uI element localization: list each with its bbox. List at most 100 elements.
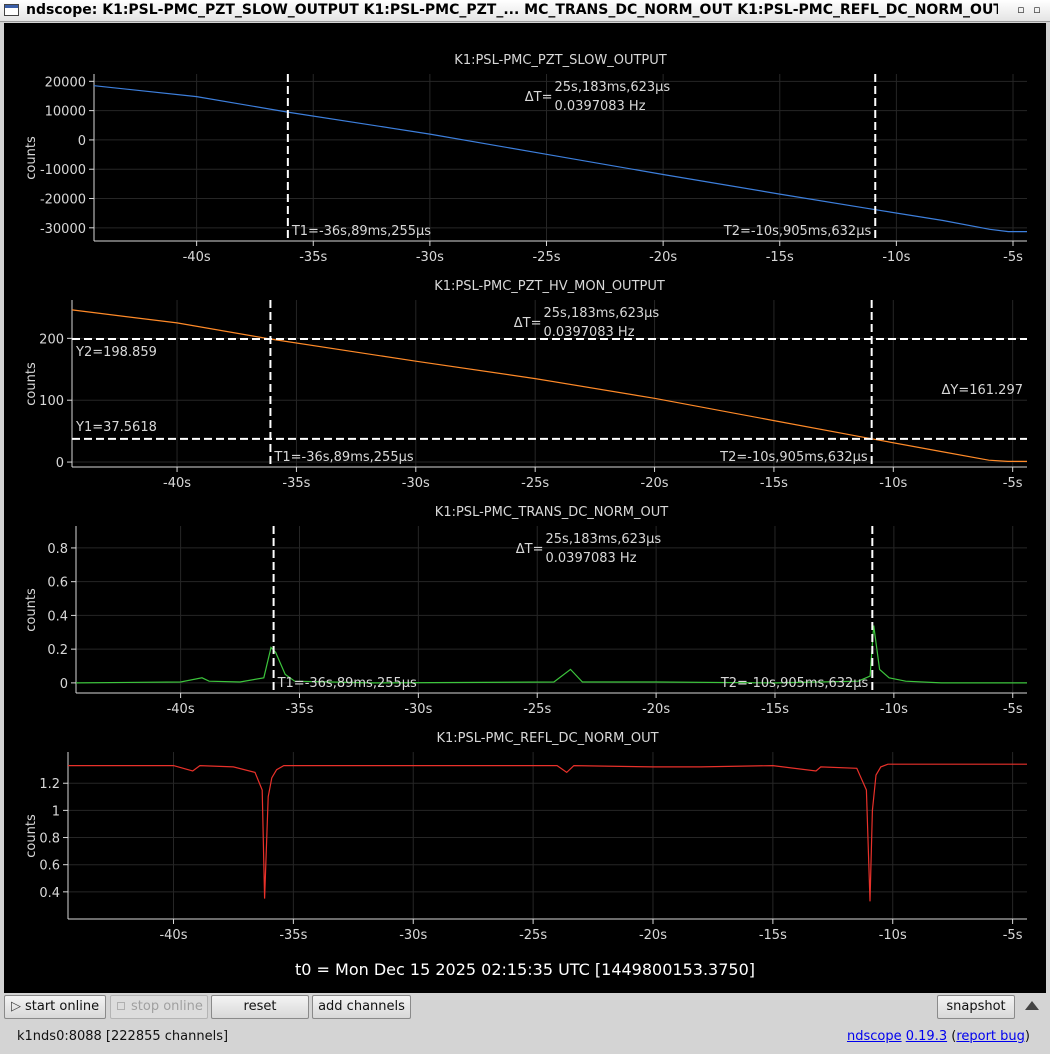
y-tick-label: 0 <box>78 134 86 149</box>
minimize-icon[interactable]: ▫ <box>1017 3 1025 16</box>
x-tick-label: -40s <box>159 928 187 943</box>
series-line <box>75 625 1027 684</box>
add-channels-button[interactable]: add channels <box>312 995 411 1019</box>
x-tick-label: -15s <box>759 928 787 943</box>
stop-icon <box>117 1002 125 1010</box>
y-tick-label: 0.4 <box>39 886 60 901</box>
x-tick-label: -5s <box>1003 928 1023 943</box>
t2-cursor-label: T2=-10s,905ms,632µs <box>723 224 872 239</box>
y-tick-label: 1.2 <box>39 777 60 792</box>
plot-title: K1:PSL-PMC_PZT_SLOW_OUTPUT <box>454 53 666 68</box>
dt-value: 25s,183ms,623µs <box>546 532 662 547</box>
x-tick-label: -30s <box>402 476 430 491</box>
x-tick-label: -5s <box>1003 476 1023 491</box>
x-tick-label: -25s <box>521 476 549 491</box>
x-tick-label: -30s <box>399 928 427 943</box>
y-tick-label: 0.6 <box>47 576 68 591</box>
report-bug-link[interactable]: report bug <box>956 1029 1025 1044</box>
plot-4 <box>63 752 1027 924</box>
t1-cursor-label: T1=-36s,89ms,255µs <box>273 450 413 465</box>
x-tick-label: -20s <box>641 476 669 491</box>
plot-title: K1:PSL-PMC_REFL_DC_NORM_OUT <box>436 731 658 746</box>
maximize-icon[interactable]: ▫ <box>1033 3 1041 16</box>
t2-cursor-label: T2=-10s,905ms,632µs <box>719 450 868 465</box>
series-line <box>93 85 1027 233</box>
y2-cursor-label: Y2=198.859 <box>75 345 157 360</box>
x-tick-label: -15s <box>761 702 789 717</box>
dt-frequency: 0.0397083 Hz <box>555 99 646 114</box>
plot-title: K1:PSL-PMC_PZT_HV_MON_OUTPUT <box>434 279 665 294</box>
dt-frequency: 0.0397083 Hz <box>546 551 637 566</box>
x-tick-label: -20s <box>642 702 670 717</box>
x-tick-label: -10s <box>879 928 907 943</box>
series-line <box>68 763 1027 902</box>
y-tick-label: 0.8 <box>39 832 60 847</box>
plot-2 <box>67 300 1027 472</box>
y-tick-label: 0.2 <box>47 643 68 658</box>
x-tick-label: -35s <box>285 702 313 717</box>
x-tick-label: -40s <box>163 476 191 491</box>
x-tick-label: -15s <box>760 476 788 491</box>
x-tick-label: -25s <box>523 702 551 717</box>
plot-3 <box>71 526 1027 698</box>
x-tick-label: -25s <box>519 928 547 943</box>
x-tick-label: -5s <box>1003 250 1023 265</box>
x-tick-label: -10s <box>879 476 907 491</box>
dy-label: ΔY=161.297 <box>942 383 1024 398</box>
y-tick-label: 20000 <box>45 75 86 90</box>
y-tick-label: 0.6 <box>39 859 60 874</box>
series-line <box>71 309 1027 462</box>
y-axis-label: counts <box>24 588 39 632</box>
dt-prefix: ΔT= <box>516 542 544 557</box>
stop-online-button[interactable]: stop online <box>110 995 208 1019</box>
y-tick-label: -20000 <box>40 193 86 208</box>
t1-cursor-label: T1=-36s,89ms,255µs <box>277 676 417 691</box>
plots-canvas[interactable]: -40s -35s -30s -25s -20s -15s -10s -5s200001000… <box>4 23 1046 993</box>
y-tick-label: 10000 <box>45 105 86 120</box>
x-tick-label: -10s <box>882 250 910 265</box>
snapshot-button[interactable]: snapshot <box>937 995 1015 1019</box>
collapse-arrow-icon[interactable] <box>1025 1001 1039 1010</box>
dt-value: 25s,183ms,623µs <box>555 80 671 95</box>
x-tick-label: -35s <box>279 928 307 943</box>
stop-online-label: stop online <box>131 999 203 1014</box>
y-axis-label: counts <box>24 814 39 858</box>
version-link[interactable]: 0.19.3 <box>905 1029 948 1044</box>
x-tick-label: -15s <box>766 250 794 265</box>
ndscope-link[interactable]: ndscope <box>846 1029 902 1044</box>
x-tick-label: -25s <box>532 250 560 265</box>
start-online-label: start online <box>25 999 100 1014</box>
x-tick-label: -20s <box>639 928 667 943</box>
reset-button[interactable]: reset <box>211 995 309 1019</box>
y-tick-label: -30000 <box>40 222 86 237</box>
y-tick-label: 0.8 <box>47 542 68 557</box>
plot-1 <box>89 74 1027 246</box>
y-tick-label: 1 <box>52 804 60 819</box>
version-info: ndscope 0.19.3 (report bug) <box>846 1029 1030 1044</box>
window-titlebar[interactable]: ndscope: K1:PSL-PMC_PZT_SLOW_OUTPUT K1:P… <box>0 0 1050 22</box>
x-tick-label: -10s <box>880 702 908 717</box>
plot-title: K1:PSL-PMC_TRANS_DC_NORM_OUT <box>435 505 668 520</box>
x-tick-label: -35s <box>282 476 310 491</box>
y-tick-label: 0 <box>60 677 68 692</box>
dt-prefix: ΔT= <box>525 90 553 105</box>
play-icon: ▷ <box>11 999 21 1014</box>
plot-area[interactable]: -40s -35s -30s -25s -20s -15s -10s -5s 20000 1000… <box>4 23 1046 993</box>
y-axis-label: counts <box>24 136 39 180</box>
reset-label: reset <box>243 999 277 1014</box>
window-title: ndscope: K1:PSL-PMC_PZT_SLOW_OUTPUT K1:P… <box>26 2 998 18</box>
x-tick-label: -30s <box>404 702 432 717</box>
status-bar: k1nds0:8088 [222855 channels] ndscope 0.… <box>0 1022 1050 1054</box>
start-online-button[interactable]: ▷ start online <box>4 995 106 1019</box>
t2-cursor-label: T2=-10s,905ms,632µs <box>720 676 869 691</box>
x-tick-label: -40s <box>167 702 195 717</box>
t0-label: t0 = Mon Dec 15 2025 02:15:35 UTC [14498… <box>295 960 755 979</box>
app-icon <box>4 4 19 16</box>
server-status: k1nds0:8088 [222855 channels] <box>17 1029 229 1044</box>
dt-prefix: ΔT= <box>514 316 542 331</box>
y-tick-label: -10000 <box>40 163 86 178</box>
snapshot-label: snapshot <box>946 999 1006 1014</box>
x-tick-label: -20s <box>649 250 677 265</box>
t1-cursor-label: T1=-36s,89ms,255µs <box>291 224 431 239</box>
x-tick-label: -5s <box>1003 702 1023 717</box>
